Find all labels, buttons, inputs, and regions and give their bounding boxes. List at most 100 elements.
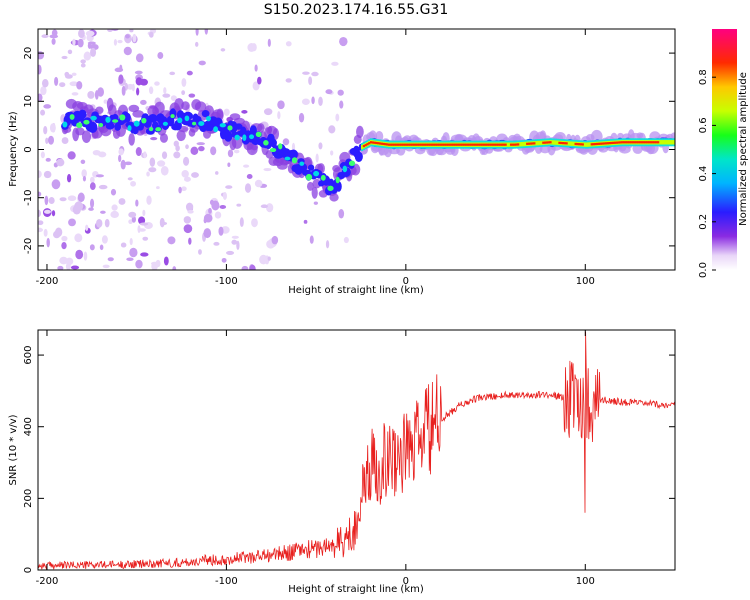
ridge-hotspot (177, 117, 183, 124)
noise-speckle (51, 179, 61, 190)
noise-speckle (76, 80, 83, 90)
noise-speckle (325, 240, 330, 249)
ridge-peak (378, 142, 382, 145)
noise-speckle (339, 36, 348, 47)
ridge-peak (617, 141, 620, 144)
ridge-core (224, 130, 233, 142)
ridge-hotspot (327, 185, 334, 191)
ridge-peak (517, 143, 520, 146)
ridge-peak (400, 143, 403, 146)
noise-speckle (325, 89, 333, 95)
noise-speckle (149, 157, 156, 167)
ridge-peak (597, 142, 601, 145)
ridge-band-inner (658, 140, 662, 145)
ridge-peak (459, 143, 462, 146)
ridge-peak (648, 141, 651, 144)
ridge-peak (509, 143, 513, 146)
ridge-peak (624, 141, 627, 144)
ridge-hotspot (255, 131, 262, 138)
noise-speckle (40, 151, 45, 159)
ridge-peak (438, 143, 441, 146)
ridge-band-inner (538, 140, 541, 146)
noise-speckle (85, 224, 89, 231)
noise-speckle (254, 179, 263, 188)
ridge-band-inner (660, 140, 663, 145)
noise-speckle (303, 219, 308, 224)
noise-speckle (135, 146, 142, 157)
noise-speckle (38, 51, 45, 60)
noise-speckle (309, 235, 314, 244)
noise-speckle (260, 204, 268, 209)
noise-speckle (282, 138, 290, 146)
ridge-peak (395, 143, 398, 146)
noise-speckle (146, 195, 152, 205)
ridge-peak (544, 141, 547, 144)
ridge-band-inner (587, 142, 590, 147)
noise-speckle (185, 144, 189, 150)
ridge-peak (375, 141, 378, 145)
colorbar-gradient (712, 29, 737, 270)
noise-speckle (178, 186, 182, 194)
y-tick-label: 600 (23, 346, 34, 365)
noise-speckle (68, 218, 76, 227)
noise-speckle (149, 31, 154, 38)
noise-speckle (204, 29, 209, 35)
ridge-halo (306, 181, 314, 191)
noise-speckle (154, 81, 160, 86)
ridge-peak (474, 143, 477, 146)
noise-speckle (121, 85, 126, 96)
noise-speckle (38, 93, 43, 102)
ridge-peak (626, 141, 629, 144)
noise-speckle (150, 136, 158, 141)
noise-speckle (221, 257, 227, 263)
noise-speckle (129, 247, 138, 258)
noise-speckle (298, 112, 305, 123)
snr-x-ticks: -200 -100 0 100 (36, 330, 595, 587)
noise-speckle (318, 96, 323, 106)
snr-frame (37, 329, 676, 571)
ridge-peak (425, 143, 428, 146)
ridge-peak (409, 143, 412, 146)
noise-speckle (49, 34, 59, 39)
ridge-halo (617, 132, 624, 139)
ridge-peak (558, 141, 561, 144)
snr-y-label: SNR (10 * v/v) (8, 414, 19, 485)
noise-speckle (198, 249, 202, 255)
colorbar-tick-label: 0.0 (698, 262, 709, 278)
noise-speckle (254, 64, 258, 72)
noise-speckle (137, 225, 141, 234)
noise-speckle (215, 171, 219, 175)
noise-speckle (129, 29, 134, 33)
ridge-peak (380, 142, 383, 145)
ridge-halo (216, 108, 224, 120)
noise-speckle (169, 71, 176, 76)
noise-speckle (257, 76, 262, 85)
noise-speckle (233, 149, 240, 154)
noise-speckle (198, 146, 205, 152)
ridge-peak (601, 142, 604, 145)
noise-speckle (183, 176, 191, 182)
ridge-peak (371, 141, 374, 144)
noise-speckle (227, 149, 234, 158)
noise-speckle (161, 151, 168, 159)
ridge-hotspot (155, 127, 162, 132)
noise-speckle (227, 162, 231, 167)
ridge-peak (384, 143, 387, 146)
noise-speckle (43, 125, 48, 135)
noise-speckle (181, 77, 187, 87)
ridge-halo (81, 130, 92, 144)
ridge-peak (610, 141, 613, 145)
noise-speckle (311, 96, 315, 105)
ridge-peak (362, 145, 365, 148)
ridge-hotspot (234, 134, 240, 141)
noise-speckle (267, 38, 271, 47)
ridge-band-inner (583, 142, 586, 147)
ridge-hotspot (112, 119, 119, 123)
ridge-peak (483, 143, 486, 146)
noise-speckle (102, 264, 110, 269)
noise-speckle (155, 259, 161, 268)
ridge-peak (466, 143, 470, 146)
noise-speckle (67, 195, 77, 202)
noise-speckle (338, 209, 345, 219)
ridge-peak (630, 141, 633, 144)
